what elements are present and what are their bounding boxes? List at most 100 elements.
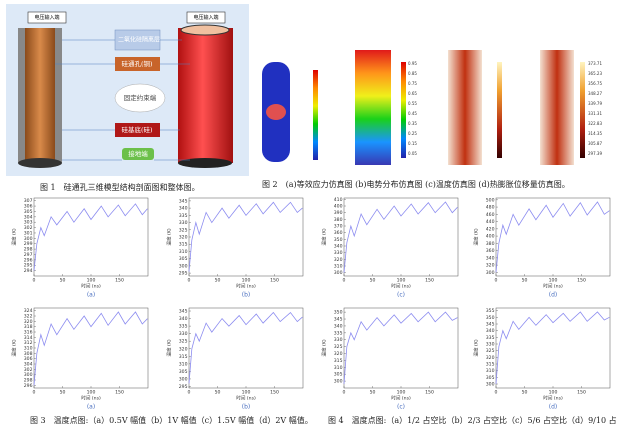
y-tick-label: 345 [334,317,343,323]
render-b [355,50,391,165]
colorbar-label: 297.39 [588,151,602,156]
panel-label: (d) [549,404,558,411]
y-tick-label: 306 [24,356,33,362]
x-tick-label: 50 [60,390,66,396]
y-tick-label: 325 [334,344,343,350]
y-axis-title: 温度 (K) [473,339,480,356]
plot-frame [189,198,303,276]
x-tick-label: 50 [370,278,376,284]
y-tick-label: 310 [179,361,188,367]
y-tick-label: 295 [24,263,33,269]
y-tick-label: 305 [24,209,33,215]
y-tick-label: 360 [486,248,495,254]
colorbar-d [580,62,585,158]
y-tick-label: 350 [334,237,343,243]
plot-frame [344,308,458,388]
y-axis-title: 温度 (K) [11,339,18,356]
y-tick-label: 320 [486,263,495,269]
y-tick-label: 320 [179,346,188,352]
y-tick-label: 330 [334,337,343,343]
caption: 图 3 温度点图:（a）0.5V 幅值（b）1V 幅值（c）1.5V 幅值（d）… [30,415,313,425]
y-tick-label: 315 [334,358,343,364]
colorbar-label: 314.35 [588,131,602,136]
y-tick-label: 330 [179,331,188,337]
y-tick-label: 480 [486,205,495,211]
y-tick-label: 305 [179,256,188,262]
y-tick-label: 345 [179,309,188,315]
x-tick-label: 50 [370,390,376,396]
y-tick-label: 299 [24,241,33,247]
colorbar-label: 0.25 [408,131,417,136]
render-d [540,50,574,165]
y-tick-label: 320 [179,235,188,241]
x-tick-label: 100 [549,390,558,396]
y-tick-label: 298 [24,247,33,253]
colorbar-label: 0.35 [408,121,417,126]
figure-1: 电压输入端 电压输入端 二氧化硅隔离层 硅通孔(铜) 固定约束端 硅基底(硅) … [6,4,249,192]
y-tick-label: 300 [179,263,188,269]
copper-core [25,28,55,163]
panel-label: (b) [242,404,251,411]
x-tick-label: 100 [397,390,406,396]
x-tick-label: 150 [270,390,279,396]
label: 接地端 [128,149,148,158]
y-tick-label: 340 [334,323,343,329]
y-tick-label: 296 [24,383,33,389]
y-tick-label: 320 [334,351,343,357]
y-tick-label: 322 [24,314,33,320]
cylinder-top [181,25,229,35]
y-tick-label: 297 [24,252,33,258]
y-tick-label: 440 [486,219,495,225]
x-tick-label: 100 [549,278,558,284]
y-tick-label: 380 [334,217,343,223]
x-tick-label: 0 [188,278,191,284]
y-tick-label: 380 [486,241,495,247]
y-tick-label: 312 [24,340,33,346]
y-tick-label: 301 [24,230,33,236]
y-tick-label: 345 [179,198,188,204]
y-tick-label: 340 [179,316,188,322]
x-tick-label: 0 [495,278,498,284]
panel-label: (c) [397,292,405,299]
y-tick-label: 304 [24,362,33,368]
y-tick-label: 314 [24,335,33,341]
y-tick-label: 300 [334,379,343,385]
y-tick-label: 295 [179,384,188,390]
plot-frame [344,198,458,276]
colorbar-label: 0.95 [408,61,417,66]
caption: 图 2 (a)等效应力仿真图 (b)电势分布仿真图 (c)温度仿真图 (d)热膨… [262,179,570,189]
x-axis-title: 时间 (ns) [81,283,101,290]
render-a-hotspot [266,104,286,120]
caption: 图 1 硅通孔三维模型结构剖面图和整体图。 [40,182,200,192]
y-tick-label: 420 [486,226,495,232]
colorbar-c [497,62,502,158]
x-tick-label: 150 [577,390,586,396]
figure-2: 图 2 (a)等效应力仿真图 (b)电势分布仿真图 (c)温度仿真图 (d)热膨… [258,40,616,189]
colorbar-label: 0.05 [408,151,417,156]
x-tick-label: 100 [87,278,96,284]
y-tick-label: 315 [179,354,188,360]
colorbar-label: 331.31 [588,111,602,116]
y-axis-title: 温度 (K) [11,228,18,245]
y-tick-label: 340 [486,328,495,334]
y-tick-label: 370 [334,224,343,230]
y-tick-label: 305 [334,372,343,378]
x-tick-label: 100 [87,390,96,396]
plot-frame [34,308,148,388]
y-tick-label: 295 [179,271,188,277]
y-tick-label: 302 [24,367,33,373]
y-tick-label: 400 [334,204,343,210]
x-tick-label: 50 [522,278,528,284]
panel-label: (a) [87,404,95,411]
x-tick-label: 150 [115,278,124,284]
plot-frame [496,198,610,276]
plot-frame [496,308,610,388]
x-tick-label: 0 [33,278,36,284]
y-axis-title: 温度 (K) [473,228,480,245]
y-tick-label: 310 [334,264,343,270]
y-tick-label: 316 [24,330,33,336]
plot-frame [189,308,303,388]
colorbar-label: 356.75 [588,81,602,86]
y-tick-label: 360 [334,230,343,236]
y-tick-label: 300 [179,376,188,382]
